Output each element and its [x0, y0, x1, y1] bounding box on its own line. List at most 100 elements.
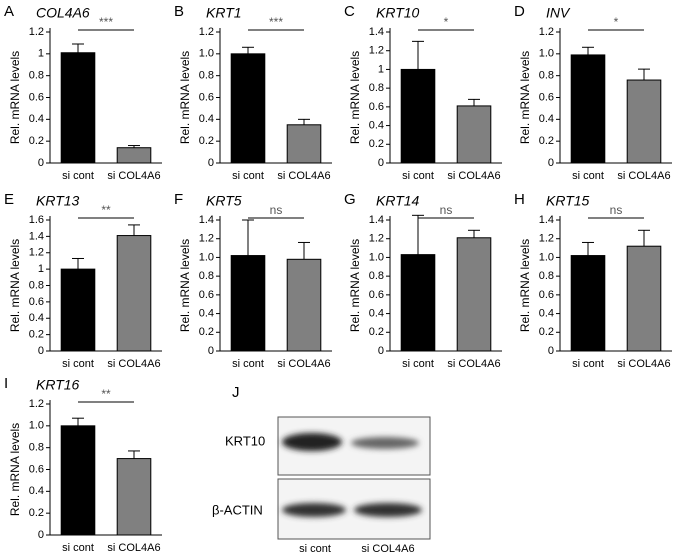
y-tick-label: 1.0 [199, 251, 214, 263]
y-tick-label: 0.4 [369, 307, 384, 319]
y-tick-label: 1.0 [539, 251, 554, 263]
y-tick-label: 0.4 [29, 312, 44, 324]
x-tick-label: si cont [62, 170, 94, 182]
y-tick-label: 0.4 [199, 307, 214, 319]
chart-title: KRT13 [36, 193, 80, 209]
bar [400, 68, 436, 164]
blot-lane-label: si COL4A6 [361, 543, 414, 555]
y-tick-label: 0 [38, 345, 44, 357]
significance-label: *** [269, 15, 283, 29]
y-tick-label: 1.2 [539, 233, 554, 245]
panel-letter: D [514, 3, 525, 20]
bar [60, 425, 96, 536]
y-tick-label: 0.4 [369, 119, 384, 131]
chart-panel: I KRT16 Rel. mRNA levels 0 0.2 0.4 0.6 0.8 1.0 1.… [4, 375, 162, 554]
significance-label: ns [270, 203, 283, 217]
y-tick-label: 0.8 [29, 442, 44, 454]
y-tick-label: 0.2 [29, 329, 44, 341]
x-tick-label: si COL4A6 [107, 542, 160, 554]
y-tick-label: 0.6 [539, 289, 554, 301]
y-tick-label: 0.6 [539, 91, 554, 103]
x-tick-label: si COL4A6 [107, 170, 160, 182]
y-tick-label: 0 [378, 345, 384, 357]
y-tick-label: 1.2 [199, 233, 214, 245]
chart-panel: H KRT15 Rel. mRNA levels 0 0.2 0.4 0.6 0.8 1.0 1.… [514, 191, 672, 370]
panel-letter: A [4, 3, 14, 20]
y-tick-label: 1 [38, 263, 44, 275]
significance-label: ns [610, 203, 623, 217]
panel-letter: G [344, 191, 356, 208]
bar [230, 255, 266, 352]
y-tick-label: 0.8 [199, 70, 214, 82]
y-tick-label: 1.0 [539, 48, 554, 60]
y-tick-label: 0 [208, 157, 214, 169]
y-tick-label: 0.4 [539, 307, 554, 319]
bar [626, 245, 662, 352]
chart-title: KRT10 [376, 5, 420, 21]
y-tick-label: 0.6 [369, 101, 384, 113]
chart-panel: B KRT1 Rel. mRNA levels 0 0.2 0.4 0.6 0.8 1.0 1.2… [174, 3, 332, 182]
blot-lane-label: si cont [299, 543, 331, 555]
panel-letter: B [174, 3, 184, 20]
y-tick-label: 0.6 [29, 91, 44, 103]
bar [230, 53, 266, 164]
y-tick-label: 0.2 [29, 135, 44, 147]
blot-band [282, 433, 342, 451]
y-tick-label: 0.8 [539, 270, 554, 282]
western-blot: J KRT10 β-ACTIN si cont si COL4A6 [212, 384, 431, 555]
bar [286, 258, 322, 352]
bar [626, 79, 662, 164]
y-tick-label: 1.4 [369, 26, 384, 38]
y-axis-label: Rel. mRNA levels [178, 51, 192, 144]
chart-title: KRT1 [206, 5, 242, 21]
x-tick-label: si cont [402, 358, 434, 370]
y-tick-label: 0.2 [539, 326, 554, 338]
panel-letter: C [344, 3, 355, 20]
y-tick-label: 0.4 [539, 113, 554, 125]
x-tick-label: si COL4A6 [447, 170, 500, 182]
x-tick-label: si cont [62, 358, 94, 370]
chart-panel: D INV Rel. mRNA levels 0 0.2 0.4 0.6 0.8 1.0 1.2 s… [514, 3, 672, 182]
y-tick-label: 1.4 [29, 230, 44, 242]
blot-band [282, 503, 346, 517]
chart-panel: E KRT13 Rel. mRNA levels 0 0.2 0.4 0.6 0.8 1 1.2 1… [4, 191, 162, 370]
x-tick-label: si cont [402, 170, 434, 182]
bar [116, 147, 152, 164]
y-axis-label: Rel. mRNA levels [348, 239, 362, 332]
y-tick-label: 0.2 [539, 135, 554, 147]
bar [116, 235, 152, 352]
y-tick-label: 0.6 [199, 289, 214, 301]
bar [456, 237, 492, 352]
bar [570, 54, 606, 164]
panel-letter: I [4, 375, 8, 392]
significance-label: *** [99, 15, 113, 29]
significance-label: * [444, 15, 449, 29]
blot-row-label: β-ACTIN [212, 502, 263, 517]
y-tick-label: 1.0 [29, 420, 44, 432]
y-tick-label: 0.8 [369, 270, 384, 282]
bar [60, 268, 96, 352]
y-tick-label: 1.2 [29, 247, 44, 259]
y-axis-label: Rel. mRNA levels [178, 239, 192, 332]
x-tick-label: si cont [572, 170, 604, 182]
y-tick-label: 0.8 [29, 70, 44, 82]
y-axis-label: Rel. mRNA levels [8, 239, 22, 332]
blot-band [351, 437, 419, 449]
y-tick-label: 1.2 [539, 26, 554, 38]
x-tick-label: si COL4A6 [447, 358, 500, 370]
y-tick-label: 1.2 [29, 398, 44, 410]
y-tick-label: 1.4 [369, 214, 384, 226]
chart-title: INV [546, 5, 571, 21]
chart-title: KRT5 [206, 193, 242, 209]
y-tick-label: 0.8 [29, 279, 44, 291]
y-tick-label: 0 [38, 157, 44, 169]
x-tick-label: si cont [232, 170, 264, 182]
x-tick-label: si COL4A6 [617, 358, 670, 370]
panel-letter: F [174, 191, 183, 208]
y-tick-label: 1.0 [369, 251, 384, 263]
chart-panel: C KRT10 Rel. mRNA levels 0 0.2 0.4 0.6 0.8 1 1.2 1… [344, 3, 502, 182]
y-tick-label: 0.4 [29, 485, 44, 497]
y-tick-label: 0 [548, 345, 554, 357]
y-tick-label: 0.8 [199, 270, 214, 282]
x-tick-label: si cont [62, 542, 94, 554]
